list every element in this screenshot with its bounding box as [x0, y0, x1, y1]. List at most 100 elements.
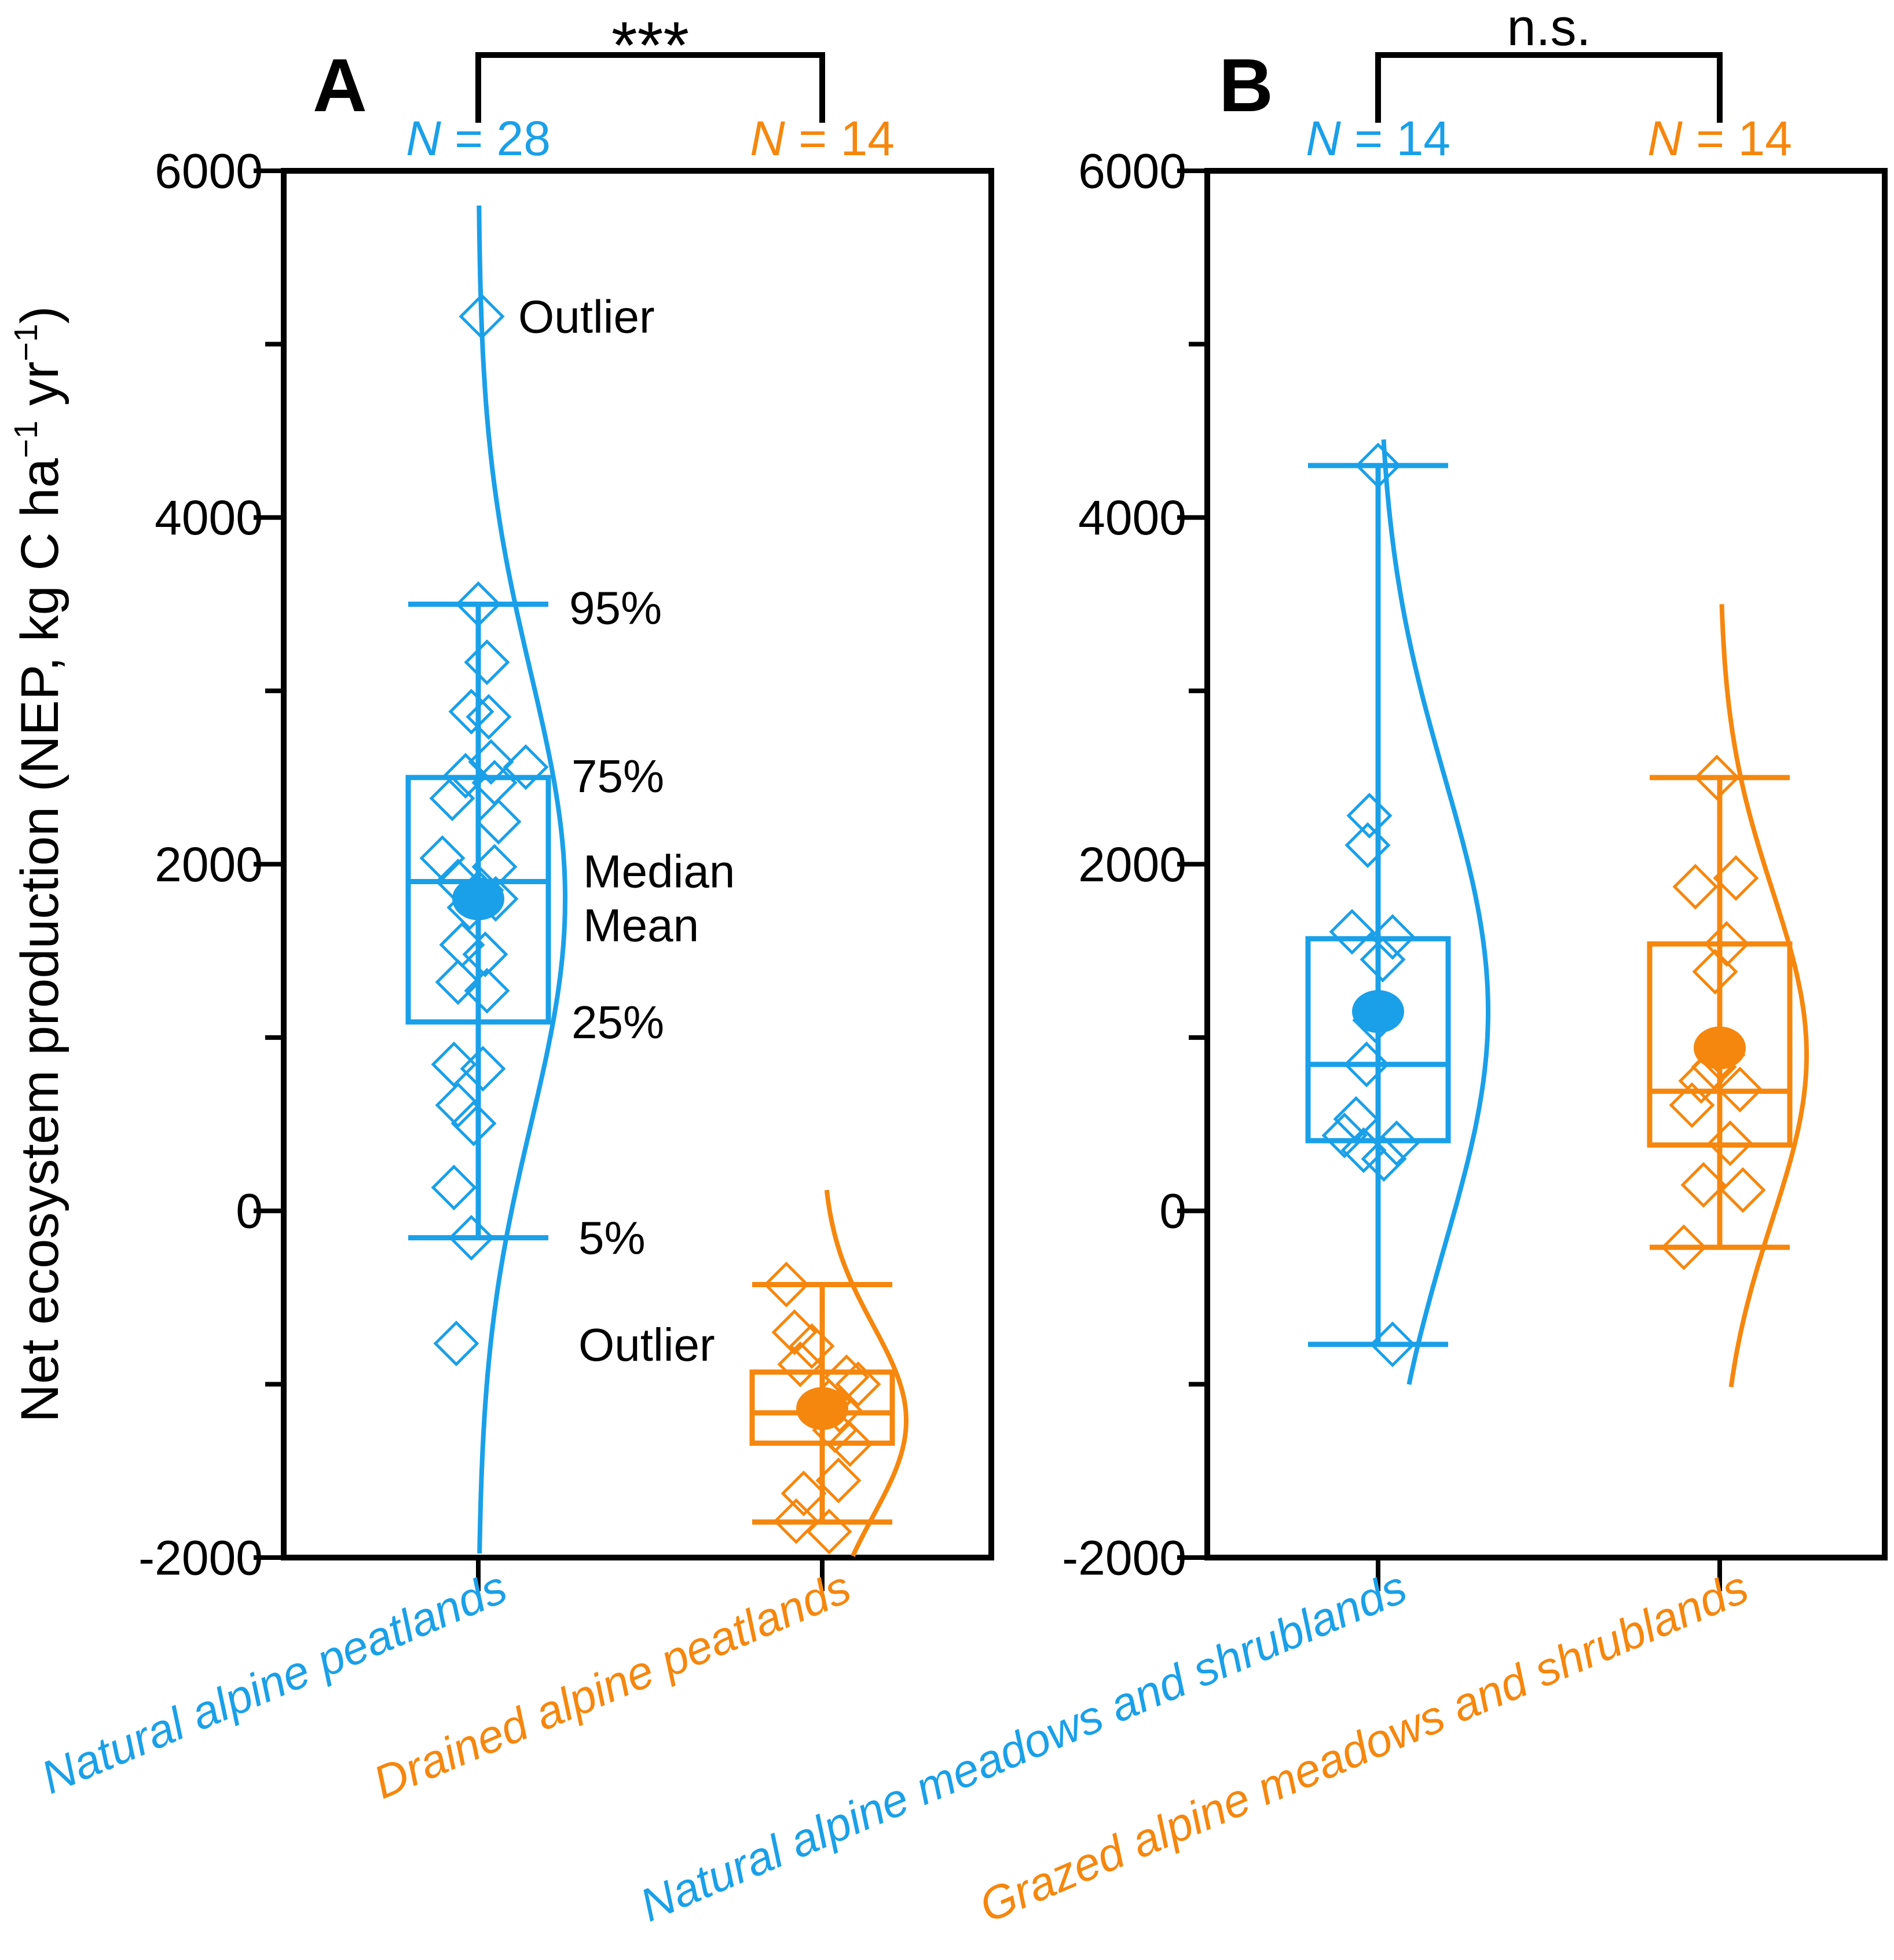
- jitter-point: [442, 753, 489, 799]
- box: [1647, 941, 1793, 1148]
- jitter-point: [1720, 1167, 1766, 1213]
- annotation-label: Outlier: [578, 1319, 715, 1371]
- jitter-point: [789, 1323, 835, 1369]
- jitter-point: [1707, 1120, 1753, 1167]
- jitter-point: [1329, 908, 1375, 955]
- jitter-point: [450, 1100, 497, 1146]
- annotation-label: Mean: [583, 899, 699, 951]
- jitter-point: [429, 775, 475, 822]
- y-tick-label: -2000: [138, 1530, 263, 1585]
- jitter-point: [1360, 936, 1406, 983]
- jitter-point: [1355, 442, 1401, 489]
- jitter-point: [1672, 863, 1719, 910]
- mean-dot: [1694, 1026, 1746, 1069]
- jitter-point: [1321, 1112, 1368, 1159]
- jitter-point: [435, 1082, 481, 1129]
- density-curve: [1719, 604, 1809, 1387]
- jitter-point: [448, 1215, 494, 1261]
- jitter-point: [433, 1320, 479, 1366]
- box: [749, 1369, 895, 1446]
- jitter-point: [1694, 754, 1740, 801]
- annotation-label: Median: [583, 845, 735, 897]
- n-label: N = 14: [750, 111, 895, 166]
- y-tick-label: 0: [1159, 1184, 1186, 1239]
- jitter-point: [466, 694, 512, 740]
- jitter-point: [1361, 1135, 1407, 1182]
- significance-bracket: [1375, 52, 1723, 123]
- y-tick-label: 6000: [1078, 144, 1186, 198]
- annotation-label: 75%: [572, 750, 664, 802]
- annotation-label: 25%: [572, 997, 664, 1048]
- y-axis-title: Net ecosystem production (NEP, kg C ha−1…: [8, 306, 69, 1422]
- annotation-label: 95%: [569, 582, 662, 633]
- significance-label: ***: [611, 9, 689, 83]
- jitter-point: [462, 931, 508, 977]
- jitter-point: [773, 1498, 819, 1544]
- jitter-point: [435, 959, 481, 1005]
- annotation-label: 5%: [578, 1212, 646, 1264]
- panel-border: [1204, 168, 1888, 1560]
- jitter-point: [763, 1261, 809, 1308]
- y-tick-label: 4000: [155, 490, 263, 545]
- panel-letter: B: [1219, 43, 1273, 127]
- annotation-label: Outlier: [518, 291, 655, 342]
- jitter-point: [1678, 1058, 1724, 1104]
- jitter-point: [1669, 1082, 1715, 1129]
- y-tick-label: 6000: [155, 144, 263, 198]
- jitter-point: [459, 293, 505, 340]
- jitter-point: [777, 1341, 823, 1387]
- jitter-point: [1346, 793, 1393, 839]
- jitter-point: [1692, 948, 1738, 995]
- jitter-point: [1343, 1041, 1390, 1087]
- n-label: N = 14: [1647, 111, 1792, 166]
- jitter-point: [806, 1508, 852, 1555]
- jitter-point: [1703, 921, 1750, 967]
- jitter-point: [1345, 822, 1391, 869]
- significance-label: n.s.: [1507, 0, 1591, 57]
- jitter-point: [1680, 1162, 1727, 1208]
- jitter-point: [1333, 1096, 1379, 1142]
- jitter-point: [1373, 1120, 1420, 1167]
- jitter-point: [835, 1361, 881, 1408]
- mean-dot: [796, 1387, 848, 1430]
- significance-bracket: [475, 52, 825, 123]
- jitter-point: [431, 1164, 477, 1211]
- jitter-point: [1717, 1067, 1763, 1113]
- y-tick-label: 0: [236, 1184, 263, 1239]
- jitter-point: [771, 1309, 818, 1355]
- n-label: N = 28: [406, 111, 551, 166]
- mean-dot: [1352, 990, 1404, 1033]
- jitter-point: [419, 835, 466, 881]
- panel-letter: A: [313, 43, 367, 127]
- jitter-point: [464, 968, 510, 1014]
- jitter-point: [1369, 914, 1416, 960]
- mean-dot: [452, 877, 504, 921]
- density-curve: [1381, 439, 1490, 1385]
- y-tick-label: 2000: [1078, 837, 1186, 892]
- jitter-point: [431, 1041, 477, 1087]
- jitter-point: [815, 1457, 862, 1504]
- y-tick-label: 4000: [1078, 490, 1186, 545]
- jitter-point: [503, 744, 549, 790]
- y-tick-label: 2000: [155, 837, 263, 892]
- n-label: N = 14: [1306, 111, 1450, 166]
- density-curve: [824, 1189, 909, 1557]
- jitter-point: [468, 739, 514, 785]
- y-tick-label: -2000: [1062, 1530, 1186, 1585]
- jitter-point: [1661, 1224, 1707, 1270]
- jitter-point: [781, 1470, 827, 1516]
- jitter-point: [455, 581, 501, 627]
- jitter-point: [448, 688, 494, 735]
- jitter-point: [1713, 855, 1759, 901]
- jitter-point: [475, 798, 522, 845]
- density-curve: [477, 205, 567, 1554]
- jitter-point: [460, 1046, 506, 1092]
- jitter-point: [827, 1421, 873, 1467]
- jitter-point: [1369, 1321, 1416, 1368]
